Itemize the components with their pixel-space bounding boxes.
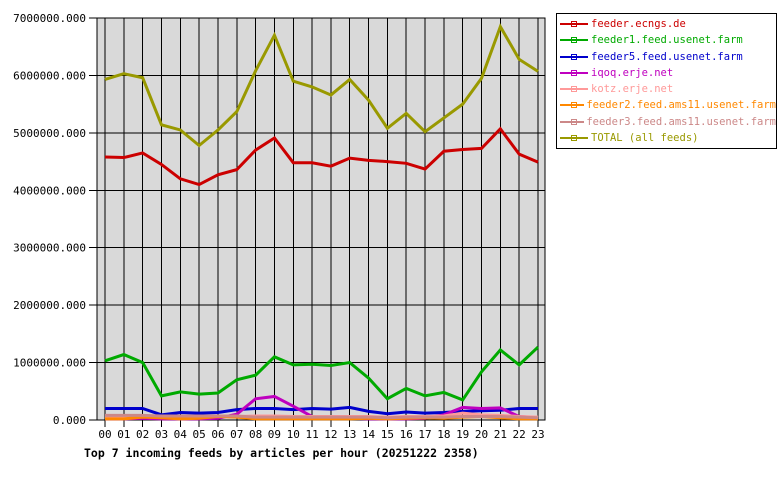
x-tick-label: 09 [268,428,281,441]
y-tick-label: 2000000.000 [13,299,86,312]
y-tick-label: 5000000.000 [13,127,86,140]
legend-label: feeder2.feed.ams11.usenet.farm [586,99,776,112]
x-tick-label: 20 [475,428,488,441]
legend-item: feeder.ecngs.de [559,16,776,32]
series-line-feeder1-feed-usenet-farm [104,345,540,402]
legend-line-marker-icon [560,53,588,60]
x-tick-label: 10 [287,428,300,441]
series-line-feeder3-feed-ams11-usenet-farm [105,413,539,420]
x-tick-label: 07 [230,428,243,441]
legend-item: feeder5.feed.usenet.farm [559,49,776,65]
x-tick-label: 12 [324,428,337,441]
x-tick-label: 22 [513,428,526,441]
chart-title: Top 7 incoming feeds by articles per hou… [84,446,479,460]
x-tick-label: 08 [249,428,262,441]
legend-label: feeder.ecngs.de [591,18,686,31]
legend-item: feeder1.feed.usenet.farm [559,32,776,48]
legend-line-marker-icon [560,21,588,28]
x-tick-label: 06 [211,428,224,441]
legend-item: kotz.erje.net [559,81,776,97]
x-tick-label: 23 [531,428,544,441]
x-tick-label: 01 [117,428,130,441]
legend-label: iqoq.erje.net [591,66,674,79]
legend-item: feeder2.feed.ams11.usenet.farm [559,97,776,113]
x-tick-label: 04 [174,428,188,441]
x-tick-label: 14 [362,428,376,441]
legend-label: TOTAL (all feeds) [591,131,699,144]
legend-label: kotz.erje.net [591,83,674,96]
series-line-feeder5-feed-usenet-farm [105,405,538,417]
axis-ticks [89,17,539,427]
x-tick-label: 17 [418,428,431,441]
y-tick-label: 7000000.000 [13,12,86,25]
legend-item: iqoq.erje.net [559,65,776,81]
chart-legend: feeder.ecngs.de feeder1.feed.usenet.farm f… [556,13,777,149]
x-tick-label: 05 [193,428,206,441]
legend-line-marker-icon [560,118,585,125]
legend-label: feeder1.feed.usenet.farm [591,34,743,47]
y-tick-label: 0.000 [53,414,86,427]
y-tick-label: 6000000.000 [13,69,86,82]
x-tick-label: 19 [456,428,469,441]
x-tick-label: 21 [494,428,507,441]
legend-item: feeder3.feed.ams11.usenet.farm [559,114,776,130]
legend-line-marker-icon [560,37,588,44]
series-line-feeder-ecngs-de [104,126,539,187]
x-tick-label: 13 [343,428,356,441]
legend-label: feeder3.feed.ams11.usenet.farm [586,115,776,128]
grid-lines [97,17,545,421]
legend-line-marker-icon [560,134,588,141]
y-tick-label: 4000000.000 [13,184,86,197]
x-tick-label: 18 [437,428,450,441]
x-tick-label: 15 [381,428,394,441]
legend-item: TOTAL (all feeds) [559,130,776,146]
legend-line-marker-icon [560,86,588,93]
x-tick-label: 16 [400,428,413,441]
legend-line-marker-icon [560,102,585,109]
legend-label: feeder5.feed.usenet.farm [591,50,743,63]
plot-background [97,18,545,420]
x-tick-label: 03 [155,428,168,441]
y-tick-label: 3000000.000 [13,242,86,255]
x-tick-label: 11 [305,428,318,441]
series-line-total-all-feeds- [104,23,539,148]
y-tick-label: 1000000.000 [13,357,86,370]
x-tick-label: 02 [136,428,149,441]
legend-line-marker-icon [560,69,588,76]
x-tick-label: 00 [98,428,111,441]
